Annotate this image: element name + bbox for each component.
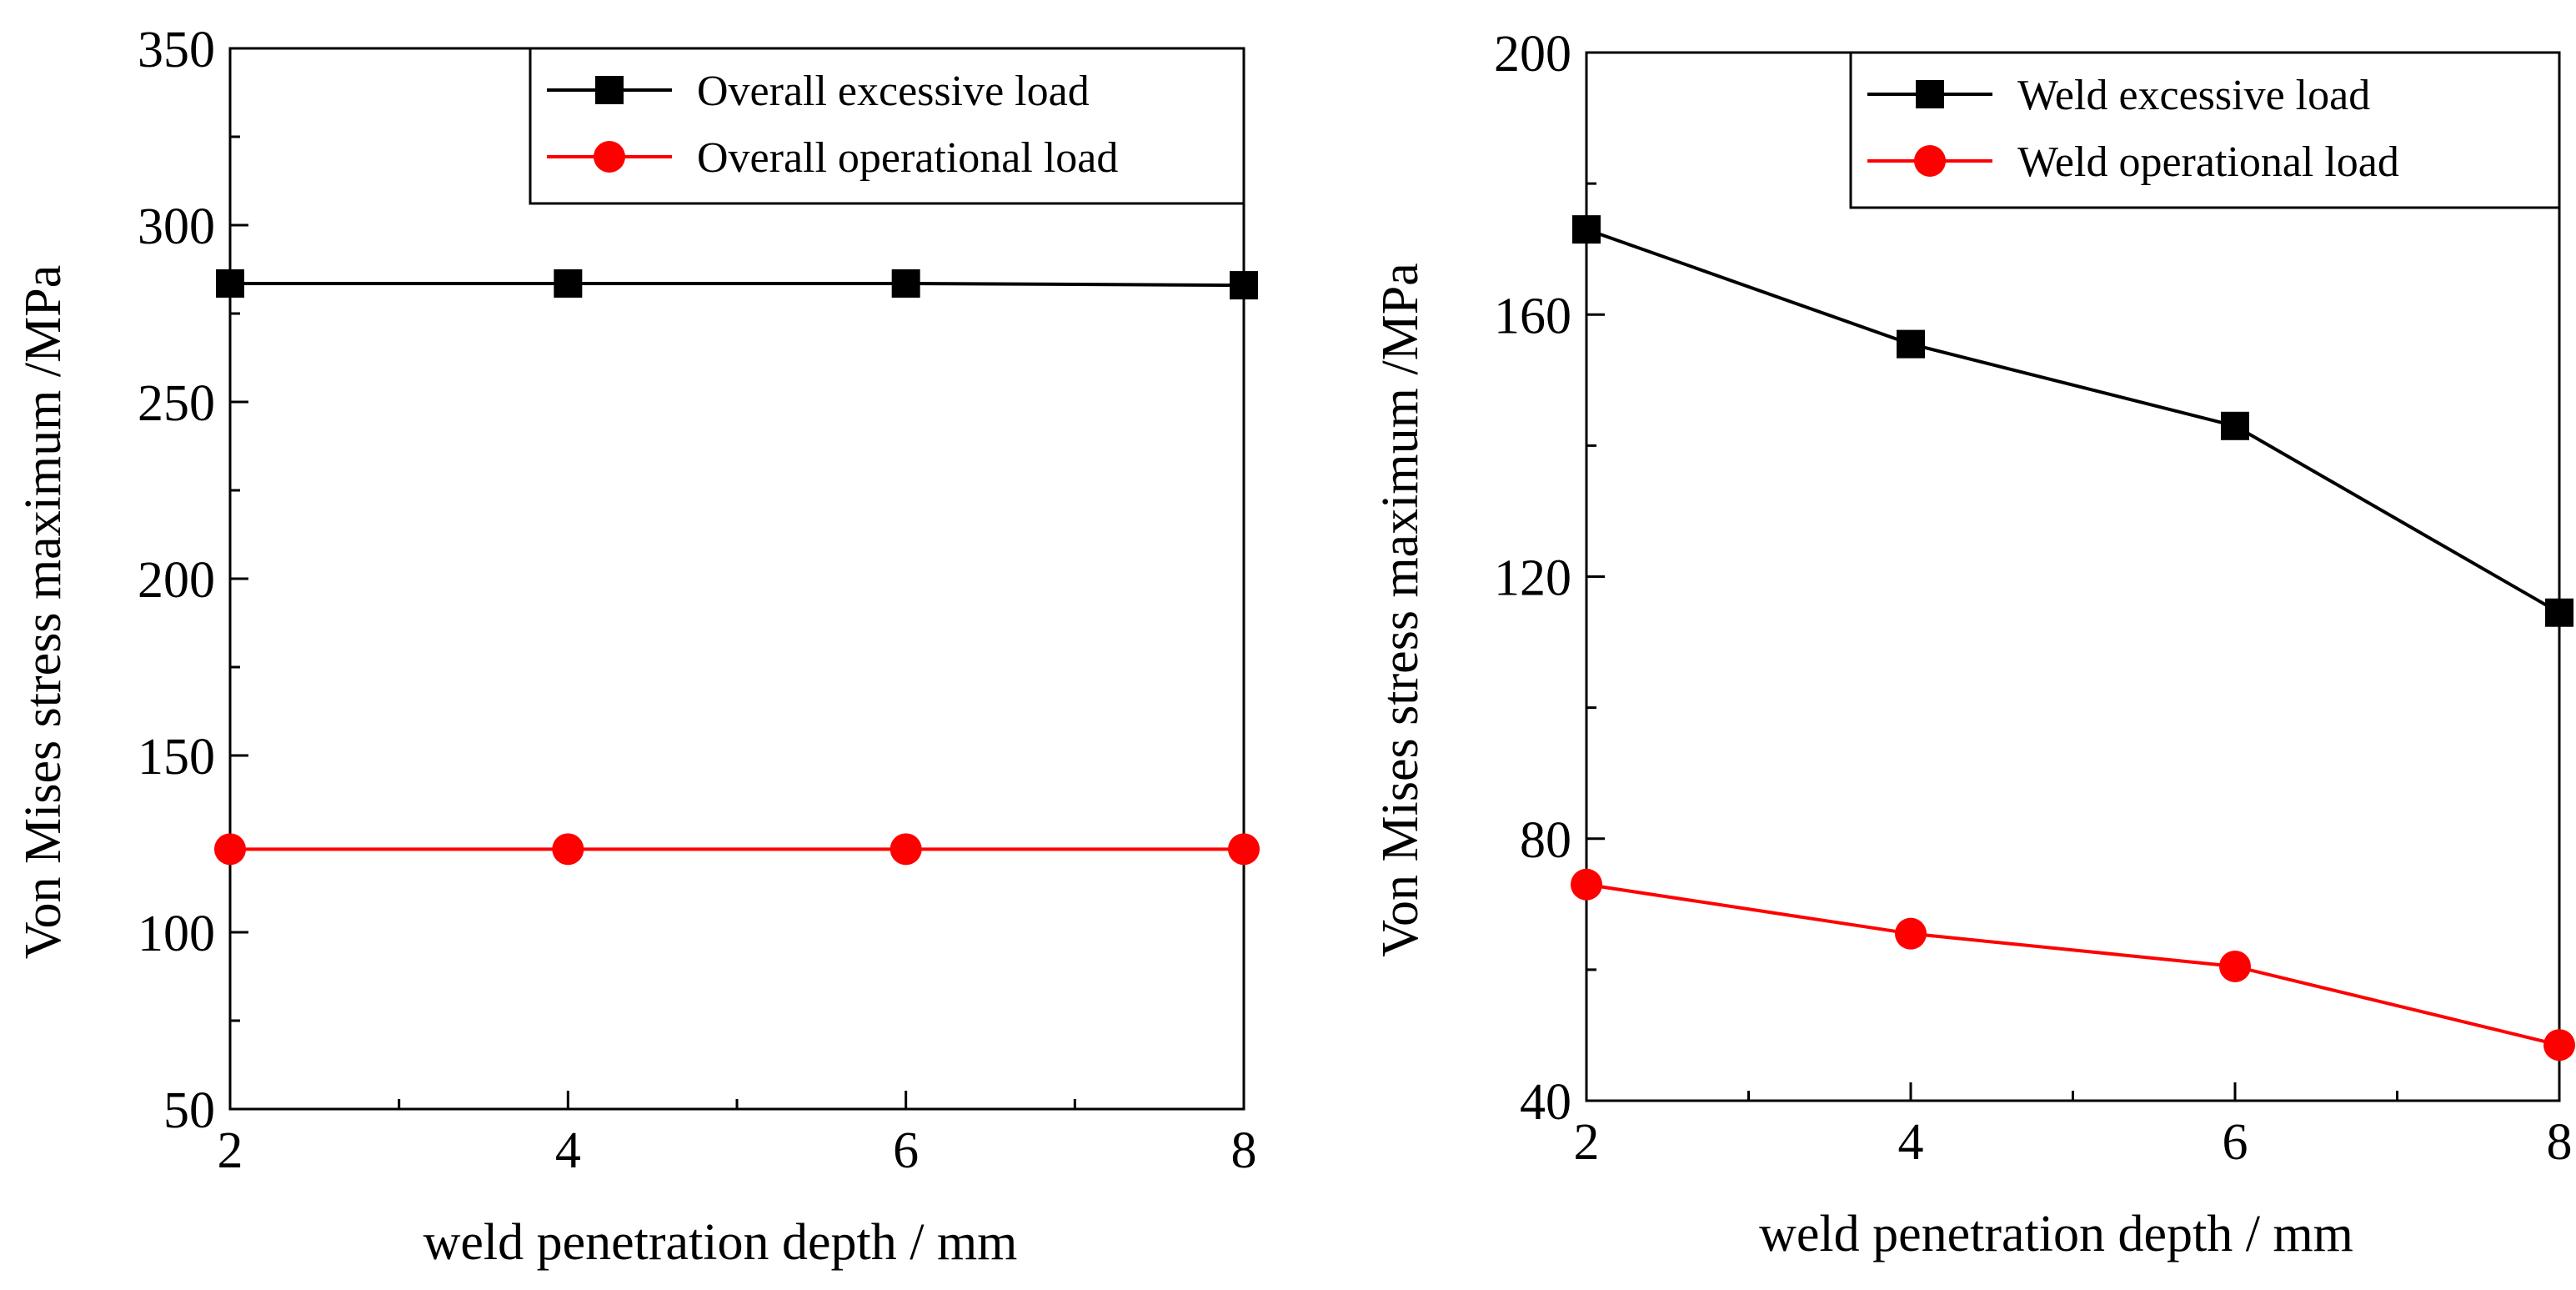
legend-label: Overall operational load (697, 134, 1118, 182)
y-axis-title: Von Mises stress maximum /MPa (15, 265, 72, 959)
legend-box (529, 47, 1245, 205)
x-tick-label: 4 (555, 1122, 581, 1179)
left-chart-panel: 2 4 6 8 50 100 150 200 250 300 350 weld penetration… (15, 22, 1260, 1271)
y-tick-label: 200 (138, 552, 215, 609)
legend-marker-circle (594, 141, 625, 173)
y-tick-label: 120 (1494, 550, 1571, 607)
y-tick-label: 100 (138, 906, 215, 962)
data-point-circle (552, 833, 584, 866)
data-point-square (1230, 271, 1258, 300)
data-point-circle (2219, 950, 2251, 982)
x-axis-title: weld penetration depth / mm (423, 1214, 1018, 1271)
data-point-square (2545, 598, 2573, 627)
data-point-square (1572, 215, 1601, 244)
series-line-excessive (230, 281, 1245, 288)
data-point-circle (1571, 868, 1602, 901)
x-tick-label: 2 (1574, 1114, 1600, 1171)
y-tick-label: 250 (138, 375, 215, 432)
series-line-operational (1586, 882, 2560, 1047)
legend-marker-square (595, 76, 624, 104)
right-chart-panel: 2 4 6 8 40 80 120 160 200 weld penetration depth … (1372, 26, 2575, 1262)
series-line-excessive (1586, 228, 2560, 615)
x-tick-label: 8 (2547, 1114, 2573, 1171)
x-tick-label: 6 (2223, 1114, 2248, 1171)
x-tick-label: 8 (1231, 1122, 1257, 1179)
y-tick-label: 350 (138, 22, 215, 78)
y-tick-label: 50 (163, 1082, 215, 1139)
data-point-square (216, 269, 244, 298)
y-tick-label: 160 (1494, 288, 1571, 344)
legend-box (1849, 51, 2561, 209)
data-point-square (2221, 411, 2249, 440)
x-tick-label: 2 (218, 1122, 243, 1179)
y-tick-label: 300 (138, 198, 215, 255)
legend-marker-circle (1914, 145, 1946, 177)
x-axis-title: weld penetration depth / mm (1759, 1206, 2353, 1262)
y-tick-label: 150 (138, 729, 215, 786)
data-point-circle (890, 833, 922, 866)
y-tick-label: 80 (1520, 812, 1571, 869)
data-point-circle (1228, 833, 1260, 866)
y-tick-label: 200 (1494, 26, 1571, 83)
legend-label: Weld excessive load (2017, 72, 2370, 119)
legend-label: Weld operational load (2017, 138, 2399, 186)
x-tick-label: 4 (1898, 1114, 1924, 1171)
y-tick-label: 40 (1520, 1074, 1571, 1131)
plot-frame (1585, 51, 2561, 1102)
data-point-circle (1895, 917, 1927, 950)
plot-frame (228, 47, 1245, 1111)
legend-label: Overall excessive load (697, 68, 1090, 115)
x-tick-label: 6 (893, 1122, 919, 1179)
legend-marker-square (1916, 80, 1944, 108)
data-point-circle (214, 833, 246, 866)
data-point-circle (2543, 1029, 2575, 1062)
data-point-square (1897, 329, 1925, 359)
data-point-square (891, 269, 920, 298)
y-axis-title: Von Mises stress maximum /MPa (1372, 263, 1429, 956)
data-point-square (554, 269, 583, 298)
